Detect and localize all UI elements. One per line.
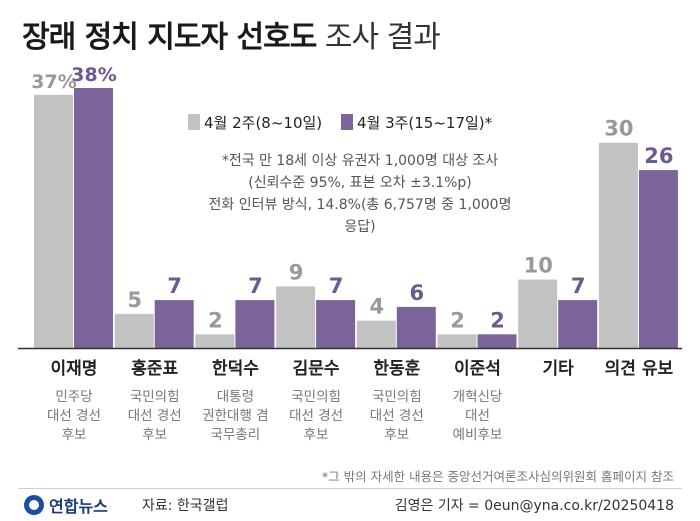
bar-2-2 (235, 300, 275, 348)
bar-1-4 (356, 320, 396, 348)
category-sublabel-line: 국민의힘 (371, 389, 422, 405)
category-sublabel-line: 대선 경선 (289, 408, 344, 424)
bar-2-3 (316, 300, 356, 348)
bar-2-0 (74, 88, 113, 348)
category-sublabel-line: 후보 (384, 427, 410, 443)
data-label-1-6: 10 (524, 254, 553, 278)
category-label-7: 의견 유보 (605, 359, 674, 379)
bar-2-7 (638, 170, 678, 348)
data-label-2-6: 7 (571, 274, 586, 298)
bar-2-5 (477, 334, 517, 348)
title-sub: 조사 결과 (324, 20, 441, 55)
category-sublabel-line: 대통령 (216, 389, 255, 405)
bar-chart: 37%38% 이재명 5 7 홍준표 2 7 한덕수 9 7 김문수 4 6 한동훈 2 2 이준석 10 7 기타 3… (18, 64, 682, 379)
legend-item-series-1: 4월 2주(8~10일) (188, 112, 322, 133)
category-label-4: 한동훈 (373, 358, 420, 379)
bar-2-6 (558, 300, 598, 348)
survey-note-line: 전화 인터뷰 방식, 14.8%(총 6,757명 중 1,000명 응답) (208, 197, 512, 235)
category-sublabel-line: 후보 (61, 427, 87, 443)
bar-1-5 (437, 334, 477, 348)
legend: 4월 2주(8~10일) 4월 3주(15~17일)* (188, 112, 506, 133)
data-label-2-2: 7 (248, 274, 263, 298)
data-label-1-4: 4 (369, 295, 384, 319)
footer-divider (18, 488, 682, 489)
category-sublabel-line: 개혁신당 (452, 389, 503, 405)
bar-1-1 (114, 313, 154, 348)
bar-2-4 (396, 306, 436, 348)
survey-note-line: (신뢰수준 95%, 표본 오차 ±3.1%p) (248, 175, 472, 191)
credit-text: 김영은 기자 = 0eun@yna.co.kr/20250418 (394, 498, 674, 514)
data-label-1-3: 9 (289, 260, 304, 284)
legend-label-series-1: 4월 2주(8~10일) (204, 114, 323, 132)
category-label-0: 이재명 (51, 359, 98, 379)
category-sublabel-line: 민주당 (55, 389, 93, 405)
data-label-1-2: 2 (208, 308, 223, 332)
category-sublabel-line: 대선 경선 (127, 408, 182, 424)
survey-note-line: *전국 만 18세 이상 유권자 1,000명 대상 조사 (221, 153, 499, 169)
data-label-1-5: 2 (450, 308, 465, 332)
data-label-2-1: 7 (167, 274, 182, 298)
survey-note: *전국 만 18세 이상 유권자 1,000명 대상 조사 (신뢰수준 95%,… (200, 150, 520, 238)
legend-swatch-series-2 (340, 114, 353, 130)
data-label-2-7: 26 (644, 144, 673, 168)
logo-mark-icon (24, 495, 44, 515)
bar-1-3 (276, 286, 316, 348)
data-label-2-5: 2 (490, 308, 505, 332)
logo-text: 연합뉴스 (49, 497, 108, 516)
category-sublabel-line: 대선 경선 (369, 408, 424, 424)
bar-1-7 (598, 142, 638, 348)
category-sublabel-line: 대선 경선 (47, 408, 101, 424)
category-sublabel-line: 권한대행 겸 (202, 408, 269, 424)
category-sublabel-line: 대선 (465, 408, 490, 424)
category-label-5: 이준석 (454, 359, 501, 379)
data-label-2-4: 6 (409, 281, 424, 305)
bar-2-1 (154, 300, 194, 348)
category-label-1: 홍준표 (131, 358, 178, 379)
data-label-2-0: 38% (71, 64, 116, 86)
title-main: 장래 정치 지도자 선호도 (22, 20, 317, 55)
category-label-6: 기타 (543, 359, 575, 379)
bar-1-2 (195, 334, 235, 348)
category-label-2: 한덕수 (212, 359, 259, 379)
category-sublabel-line: 국무총리 (210, 427, 261, 443)
yonhap-logo: 연합뉴스 (24, 493, 108, 517)
data-label-1-0: 37% (31, 71, 76, 93)
bar-1-6 (518, 279, 558, 348)
legend-swatch-series-1 (188, 114, 200, 130)
data-label-1-7: 30 (604, 117, 633, 141)
data-label-2-3: 7 (329, 274, 344, 298)
legend-label-series-2: 4월 3주(15~17일)* (356, 114, 493, 132)
category-label-3: 김문수 (293, 359, 340, 379)
category-sublabel-line: 국민의힘 (291, 389, 341, 405)
chart-title: 장래 정치 지도자 선호도 조사 결과 (22, 12, 441, 56)
category-sublabel-line: 예비후보 (452, 427, 503, 443)
footnote: *그 밖의 자세한 내용은 중앙선거여론조사심의위원회 홈페이지 참조 (321, 469, 674, 484)
source-text: 자료: 한국갤럽 (142, 498, 229, 514)
legend-item-series-2: 4월 3주(15~17일)* (340, 112, 493, 133)
data-label-1-1: 5 (127, 288, 142, 312)
category-sublabel-line: 후보 (303, 427, 329, 443)
bar-1-0 (34, 94, 73, 348)
category-sublabel-line: 국민의힘 (129, 389, 180, 405)
category-sublabel-line: 후보 (142, 427, 168, 443)
